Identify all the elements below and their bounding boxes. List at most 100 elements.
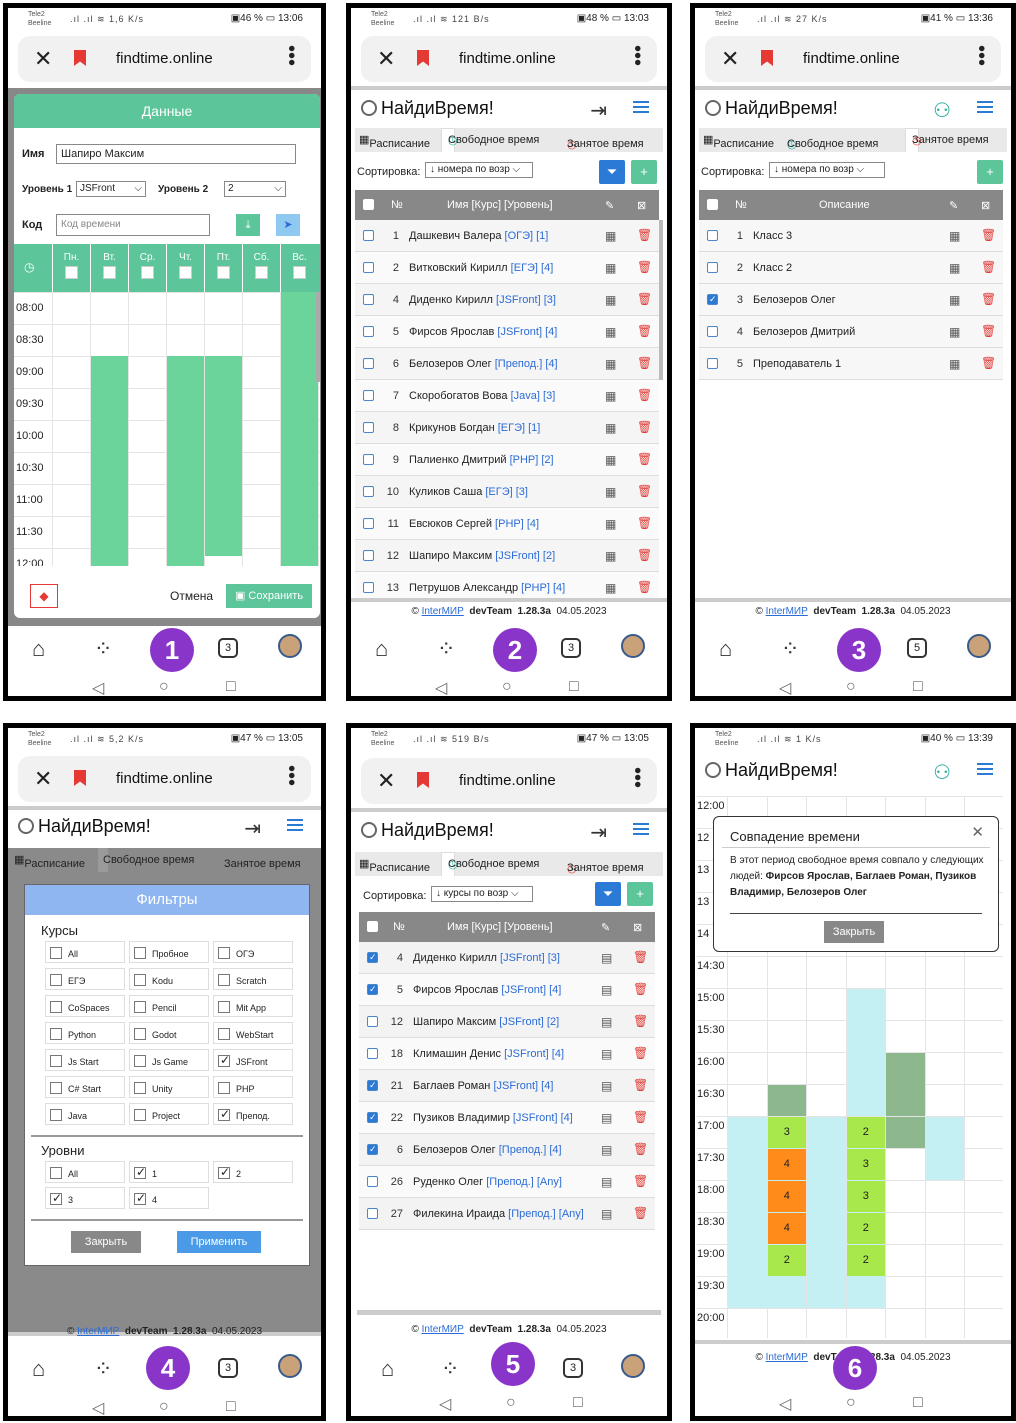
app-logo[interactable]: НайдиВремя! <box>705 98 838 119</box>
trash-icon[interactable]: 🗑 <box>981 292 997 306</box>
level2-select[interactable]: 2 ⌵ <box>224 181 286 197</box>
trash-icon[interactable]: 🗑 <box>637 580 653 594</box>
row-checkbox[interactable] <box>707 262 718 273</box>
more-menu-icon[interactable]: ••• <box>626 45 648 67</box>
trash-icon[interactable]: 🗑 <box>981 324 997 338</box>
browser-address-bar[interactable]: ✕ findtime.online ••• <box>18 36 311 82</box>
more-menu-icon[interactable]: ••• <box>280 45 302 67</box>
code-input[interactable]: Код времени <box>56 214 210 236</box>
row-checkbox[interactable] <box>363 230 374 241</box>
level-option[interactable]: 2 <box>213 1161 293 1183</box>
calendar-icon[interactable]: ▦ <box>605 421 617 435</box>
trash-icon[interactable]: 🗑 <box>637 292 653 306</box>
tab-free[interactable]: ◷ Свободное время <box>441 852 539 876</box>
level-option[interactable]: 4 <box>129 1187 209 1209</box>
day-checkbox[interactable] <box>293 266 306 279</box>
day-checkbox[interactable] <box>217 266 230 279</box>
course-option[interactable]: Mit App <box>213 995 293 1017</box>
table-row[interactable]: 4 Диденко Кирилл [JSFront] [3] ▦ 🗑 <box>355 284 659 316</box>
course-option[interactable]: C# Start <box>45 1076 125 1098</box>
trash-icon[interactable]: 🗑 <box>633 1110 649 1124</box>
filter-button[interactable]: ⏷ <box>595 882 621 906</box>
browser-address-bar[interactable]: ✕ findtime.online ••• <box>361 758 657 804</box>
course-option[interactable]: Pencil <box>129 995 209 1017</box>
avatar[interactable] <box>278 1354 302 1378</box>
trash-icon[interactable]: 🗑 <box>981 356 997 370</box>
course-checkbox[interactable] <box>218 1082 230 1094</box>
row-checkbox[interactable] <box>367 984 378 995</box>
day-checkbox[interactable] <box>179 266 192 279</box>
level-checkbox[interactable] <box>50 1167 62 1179</box>
download-button[interactable]: ⤓ <box>236 214 260 236</box>
close-button[interactable]: Закрыть <box>71 1231 141 1253</box>
row-checkbox[interactable] <box>363 390 374 401</box>
row-checkbox[interactable] <box>367 952 378 963</box>
trash-icon[interactable]: 🗑 <box>981 228 997 242</box>
recents-icon[interactable]: □ <box>573 1394 583 1411</box>
trash-icon[interactable]: 🗑 <box>637 324 653 338</box>
table-row[interactable]: 4 Белозеров Дмитрий ▦ 🗑 <box>699 316 1003 348</box>
home-icon[interactable]: ⌂ <box>375 636 389 661</box>
level-option[interactable]: All <box>45 1161 125 1183</box>
tab-free[interactable]: Свободное время <box>98 848 194 872</box>
cancel-button[interactable]: Отмена <box>170 589 214 603</box>
recents-icon[interactable]: □ <box>226 1398 236 1415</box>
menu-icon[interactable] <box>633 101 649 113</box>
course-option[interactable]: WebStart <box>213 1022 293 1044</box>
avatar[interactable] <box>621 1354 645 1378</box>
tab-schedule[interactable]: ▦ Расписание <box>14 854 86 870</box>
busy-slot[interactable] <box>886 1053 925 1116</box>
apps-icon[interactable]: ⁘ <box>437 636 456 661</box>
day-checkbox[interactable] <box>255 266 268 279</box>
table-row[interactable]: 2 Витковский Кирилл [ЕГЭ] [4] ▦ 🗑 <box>355 252 659 284</box>
app-logo[interactable]: НайдиВремя! <box>18 816 151 837</box>
trash-icon[interactable]: 🗑 <box>981 260 997 274</box>
calendar-icon[interactable]: ▦ <box>605 325 617 339</box>
row-checkbox[interactable] <box>363 582 374 593</box>
course-checkbox[interactable] <box>50 974 62 986</box>
course-option[interactable]: ОГЭ <box>213 941 293 963</box>
dialog-close-button[interactable]: Закрыть <box>824 921 884 943</box>
trash-icon[interactable]: 🗑 <box>637 228 653 242</box>
menu-icon[interactable] <box>287 819 303 831</box>
recents-icon[interactable]: □ <box>226 678 236 695</box>
free-slot[interactable] <box>91 356 128 566</box>
tab-schedule[interactable]: ▦ Расписание <box>703 134 775 150</box>
row-checkbox[interactable] <box>707 294 718 305</box>
level-checkbox[interactable] <box>218 1165 230 1179</box>
calendar-icon[interactable]: ▦ <box>605 357 617 371</box>
scrollbar[interactable] <box>659 220 663 380</box>
menu-icon[interactable] <box>977 101 993 113</box>
home-circle-icon[interactable]: ○ <box>846 1394 856 1411</box>
filter-button[interactable]: ⏷ <box>599 160 625 184</box>
more-menu-icon[interactable]: ••• <box>626 767 648 789</box>
tabs-count[interactable]: 3 <box>218 1358 238 1378</box>
table-row[interactable]: 2 Класс 2 ▦ 🗑 <box>699 252 1003 284</box>
calendar-icon[interactable]: ▦ <box>605 485 617 499</box>
send-button[interactable]: ➤ <box>276 214 300 236</box>
course-option[interactable]: Python <box>45 1022 125 1044</box>
home-circle-icon[interactable]: ○ <box>506 1394 516 1411</box>
table-row[interactable]: 1 Дашкевич Валера [ОГЭ] [1] ▦ 🗑 <box>355 220 659 252</box>
home-icon[interactable]: ⌂ <box>32 1356 46 1381</box>
sort-select[interactable]: ↓ номера по возр ⌵ <box>425 162 533 178</box>
overlap-count-cell[interactable]: 4 <box>767 1149 806 1180</box>
recents-icon[interactable]: □ <box>913 678 923 695</box>
calendar-icon[interactable]: ▦ <box>605 229 617 243</box>
overlap-count-cell[interactable]: 4 <box>767 1181 806 1212</box>
table-row[interactable]: 9 Палиенко Дмитрий [PHP] [2] ▦ 🗑 <box>355 444 659 476</box>
calendar-icon[interactable]: ▤ <box>601 1111 613 1125</box>
overlap-count-cell[interactable]: 3 <box>846 1181 885 1212</box>
table-row[interactable]: 11 Евсюков Сергей [PHP] [4] ▦ 🗑 <box>355 508 659 540</box>
eraser-button[interactable]: ◆ <box>30 584 58 608</box>
course-option[interactable]: Js Start <box>45 1049 125 1071</box>
calendar-icon[interactable]: ▦ <box>605 261 617 275</box>
back-icon[interactable]: ◁ <box>439 1396 452 1413</box>
trash-icon[interactable]: 🗑 <box>633 1206 649 1220</box>
overlap-count-cell[interactable]: 2 <box>767 1245 806 1276</box>
calendar-icon[interactable]: ▤ <box>601 1143 613 1157</box>
course-checkbox[interactable] <box>218 1028 230 1040</box>
